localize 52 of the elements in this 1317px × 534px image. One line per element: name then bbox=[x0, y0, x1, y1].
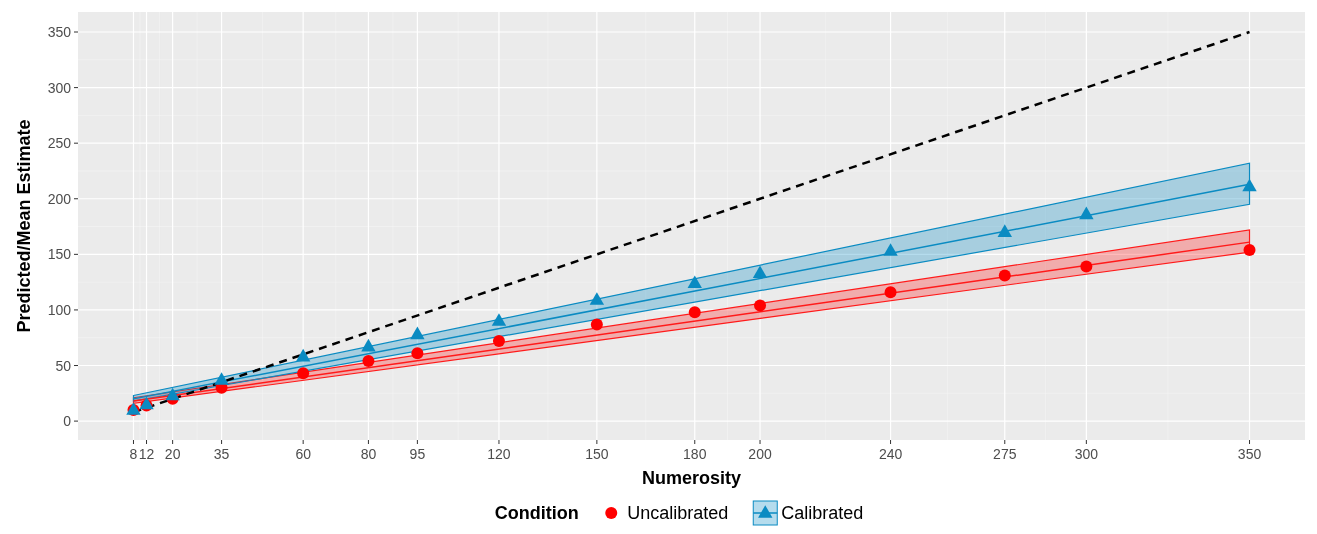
x-tick-label: 12 bbox=[138, 446, 155, 462]
point bbox=[165, 387, 180, 401]
legend-label: Uncalibrated bbox=[627, 503, 729, 523]
y-axis-title: Predicted/Mean Estimate bbox=[14, 119, 34, 333]
point bbox=[997, 224, 1012, 237]
point bbox=[214, 372, 229, 385]
x-tick-label: 60 bbox=[295, 446, 312, 462]
x-tick-label: 275 bbox=[993, 446, 1017, 462]
x-tick-label: 300 bbox=[1074, 446, 1099, 462]
point bbox=[998, 269, 1011, 282]
y-tick-label: 300 bbox=[47, 79, 72, 96]
point bbox=[411, 347, 424, 360]
point bbox=[1080, 260, 1093, 273]
point bbox=[362, 355, 375, 368]
y-tick-label: 50 bbox=[55, 357, 72, 374]
point bbox=[590, 318, 603, 331]
point bbox=[754, 299, 767, 312]
x-tick-label: 80 bbox=[360, 446, 377, 462]
x-tick-label: 240 bbox=[878, 446, 903, 462]
x-axis-title: Numerosity bbox=[641, 468, 742, 488]
y-tick-label: 100 bbox=[47, 301, 72, 318]
x-tick-label: 20 bbox=[164, 446, 181, 462]
x-tick-label: 200 bbox=[748, 446, 772, 462]
x-tick-label: 120 bbox=[487, 446, 511, 462]
point bbox=[491, 313, 507, 326]
point bbox=[688, 306, 701, 319]
x-tick-label: 8 bbox=[129, 446, 138, 462]
point bbox=[361, 338, 376, 352]
point bbox=[883, 243, 898, 256]
x-tick-label: 350 bbox=[1237, 446, 1262, 462]
point bbox=[1242, 178, 1257, 192]
point bbox=[1079, 206, 1094, 220]
point bbox=[752, 265, 768, 279]
point bbox=[884, 286, 897, 299]
point bbox=[410, 326, 425, 340]
x-tick-label: 180 bbox=[683, 446, 707, 462]
x-tick-label: 150 bbox=[585, 446, 609, 462]
y-tick-label: 350 bbox=[47, 24, 72, 41]
y-tick-label: 200 bbox=[47, 190, 72, 207]
point bbox=[492, 335, 505, 348]
x-tick-label: 35 bbox=[213, 446, 230, 462]
point bbox=[295, 348, 311, 362]
point bbox=[589, 292, 605, 305]
legend-title: Condition bbox=[494, 503, 579, 523]
legend-label: Calibrated bbox=[781, 503, 864, 523]
y-tick-label: 0 bbox=[63, 413, 72, 430]
x-tick-label: 95 bbox=[409, 446, 426, 462]
y-tick-label: 250 bbox=[47, 135, 72, 152]
point bbox=[1243, 243, 1256, 256]
point bbox=[297, 367, 310, 380]
point bbox=[687, 275, 702, 289]
y-tick-label: 150 bbox=[47, 246, 72, 263]
